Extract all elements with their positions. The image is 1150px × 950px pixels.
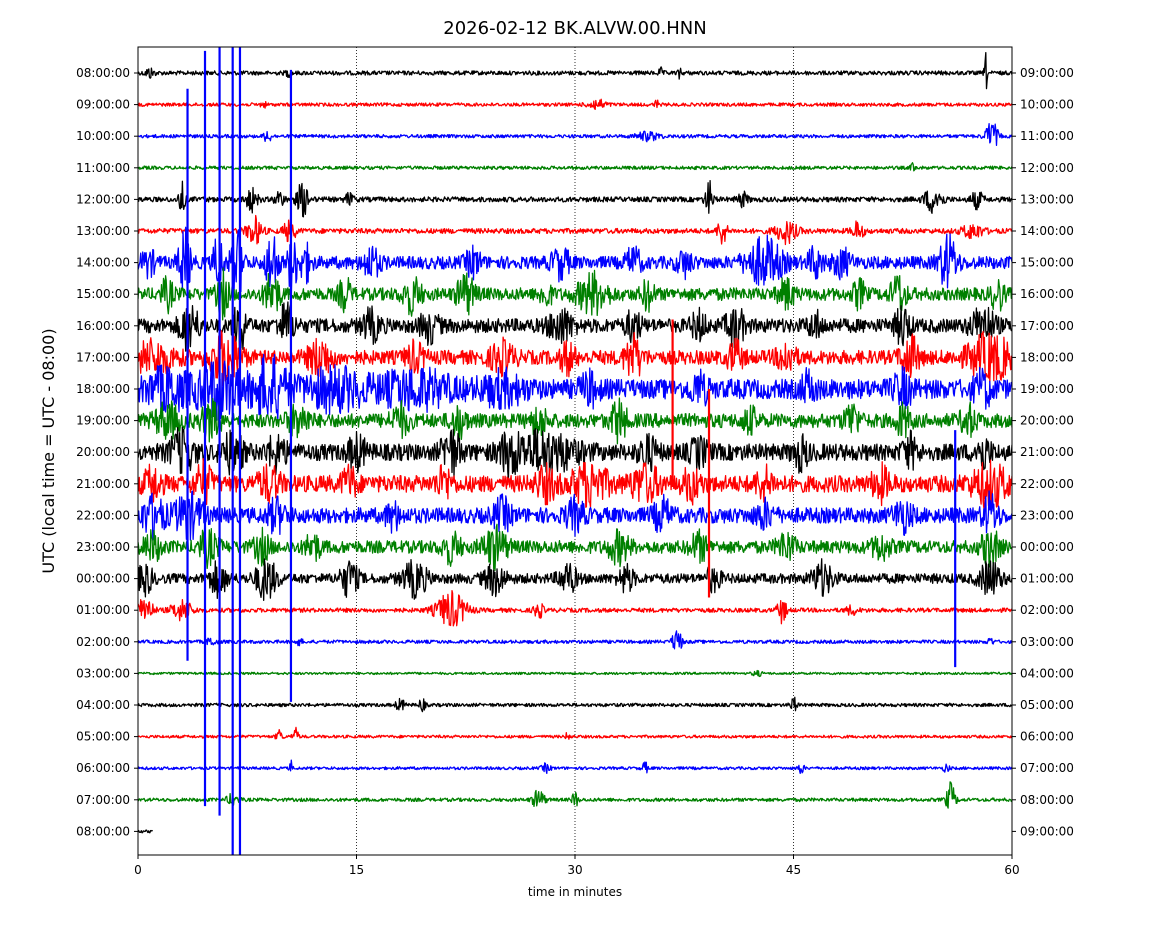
trace-0	[138, 52, 1012, 90]
left-tick-label: 20:00:00	[76, 445, 130, 459]
trace-6	[138, 226, 1012, 298]
trace-4	[138, 180, 1012, 218]
trace-20	[138, 696, 1012, 713]
trace-16	[138, 558, 1012, 601]
trace-14	[138, 490, 1012, 541]
right-tick-label: 16:00:00	[1020, 287, 1074, 301]
right-tick-label: 09:00:00	[1020, 66, 1074, 80]
right-tick-label: 14:00:00	[1020, 224, 1074, 238]
left-tick-label: 14:00:00	[76, 256, 130, 270]
left-tick-label: 23:00:00	[76, 540, 130, 554]
left-tick-label: 22:00:00	[76, 508, 130, 522]
left-tick-label: 18:00:00	[76, 382, 130, 396]
right-tick-label: 23:00:00	[1020, 508, 1074, 522]
trace-2	[138, 123, 1012, 146]
x-tick-label: 60	[1004, 863, 1019, 877]
left-tick-label: 15:00:00	[76, 287, 130, 301]
trace-17	[138, 589, 1012, 627]
trace-15	[138, 523, 1012, 572]
right-tick-label: 18:00:00	[1020, 350, 1074, 364]
trace-group	[138, 47, 1012, 855]
left-tick-label: 07:00:00	[76, 793, 130, 807]
trace-13	[138, 457, 1012, 509]
left-tick-label: 05:00:00	[76, 730, 130, 744]
right-tick-label: 11:00:00	[1020, 129, 1074, 143]
right-tick-label: 04:00:00	[1020, 666, 1074, 680]
trace-12	[138, 426, 1012, 481]
trace-8	[138, 301, 1012, 355]
trace-1	[138, 98, 1012, 110]
right-tick-label: 21:00:00	[1020, 445, 1074, 459]
chart-title: 2026-02-12 BK.ALVW.00.HNN	[443, 18, 706, 39]
right-tick-label: 02:00:00	[1020, 603, 1074, 617]
left-tick-label: 06:00:00	[76, 761, 130, 775]
right-tick-label: 08:00:00	[1020, 793, 1074, 807]
trace-7	[138, 267, 1012, 321]
right-tick-label: 09:00:00	[1020, 824, 1074, 838]
right-tick-label: 17:00:00	[1020, 319, 1074, 333]
left-tick-label: 13:00:00	[76, 224, 130, 238]
left-tick-label: 09:00:00	[76, 98, 130, 112]
right-tick-label: 01:00:00	[1020, 572, 1074, 586]
left-tick-labels: 08:00:00 09:00:00 10:00:00 11:00:00 12:00:00…	[76, 66, 138, 838]
left-tick-label: 21:00:00	[76, 477, 130, 491]
trace-11	[138, 397, 1012, 445]
trace-19	[138, 669, 1012, 678]
x-tick-label: 0	[134, 863, 142, 877]
trace-18	[138, 630, 1012, 650]
right-tick-label: 06:00:00	[1020, 730, 1074, 744]
right-tick-labels: 09:00:00 10:00:00 11:00:00 12:00:00 13:00:00…	[1012, 66, 1074, 838]
right-tick-label: 19:00:00	[1020, 382, 1074, 396]
right-tick-label: 20:00:00	[1020, 414, 1074, 428]
left-tick-label: 00:00:00	[76, 572, 130, 586]
trace-9	[138, 330, 1012, 386]
x-tick-labels: 0 15 30 45 60	[134, 855, 1020, 877]
x-axis-label: time in minutes	[528, 885, 622, 899]
trace-5	[138, 214, 1012, 246]
left-tick-label: 16:00:00	[76, 319, 130, 333]
right-tick-label: 15:00:00	[1020, 256, 1074, 270]
left-tick-label: 01:00:00	[76, 603, 130, 617]
x-tick-label: 15	[349, 863, 364, 877]
trace-3	[138, 162, 1012, 172]
right-tick-label: 03:00:00	[1020, 635, 1074, 649]
left-tick-label: 19:00:00	[76, 414, 130, 428]
trace-23	[138, 781, 1012, 809]
right-tick-label: 10:00:00	[1020, 98, 1074, 112]
left-tick-label: 11:00:00	[76, 161, 130, 175]
left-tick-label: 08:00:00	[76, 824, 130, 838]
y-axis-label: UTC (local time = UTC - 08:00)	[39, 328, 58, 573]
trace-22	[138, 759, 1012, 775]
trace-10	[138, 353, 1012, 421]
left-tick-label: 12:00:00	[76, 192, 130, 206]
left-tick-label: 10:00:00	[76, 129, 130, 143]
left-tick-label: 04:00:00	[76, 698, 130, 712]
left-tick-label: 08:00:00	[76, 66, 130, 80]
trace-21	[138, 726, 1012, 740]
left-tick-label: 17:00:00	[76, 350, 130, 364]
right-tick-label: 22:00:00	[1020, 477, 1074, 491]
right-tick-label: 00:00:00	[1020, 540, 1074, 554]
x-tick-label: 45	[786, 863, 801, 877]
x-tick-label: 30	[567, 863, 582, 877]
right-tick-label: 13:00:00	[1020, 192, 1074, 206]
left-tick-label: 02:00:00	[76, 635, 130, 649]
right-tick-label: 12:00:00	[1020, 161, 1074, 175]
left-tick-label: 03:00:00	[76, 666, 130, 680]
right-tick-label: 07:00:00	[1020, 761, 1074, 775]
trace-24	[138, 829, 154, 834]
right-tick-label: 05:00:00	[1020, 698, 1074, 712]
